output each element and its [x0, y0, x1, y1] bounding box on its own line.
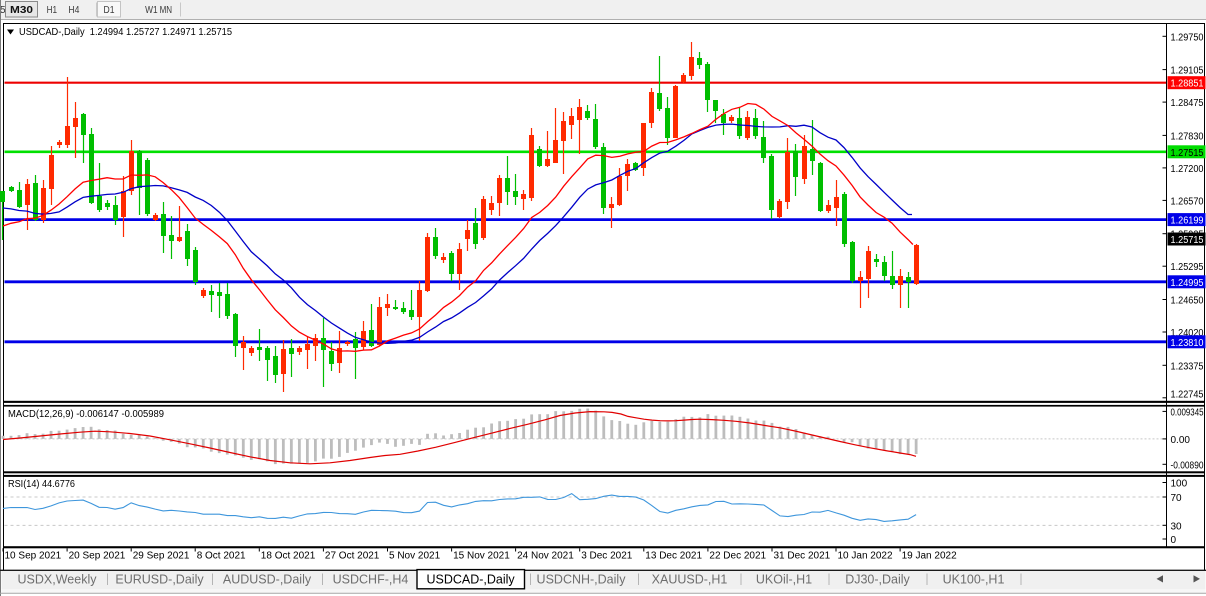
svg-text:5: 5 [0, 5, 6, 16]
svg-text:EURUSD-,Daily: EURUSD-,Daily [115, 573, 204, 587]
svg-text:30: 30 [1171, 521, 1183, 532]
svg-text:-0.00890: -0.00890 [1171, 460, 1204, 471]
svg-text:RSI(14) 44.6776: RSI(14) 44.6776 [8, 479, 75, 490]
svg-text:1.23810: 1.23810 [1171, 338, 1204, 349]
svg-text:USDX,Weekly: USDX,Weekly [18, 573, 98, 587]
svg-text:10 Sep 2021: 10 Sep 2021 [5, 550, 62, 561]
svg-text:70: 70 [1171, 493, 1183, 504]
svg-text:100: 100 [1171, 479, 1188, 490]
svg-text:W1: W1 [145, 5, 158, 16]
svg-text:USDCAD-,Daily: USDCAD-,Daily [426, 573, 515, 587]
svg-text:D1: D1 [104, 5, 115, 16]
svg-text:H1: H1 [47, 5, 58, 16]
svg-text:1.26199: 1.26199 [1171, 216, 1204, 227]
svg-text:1.23375: 1.23375 [1171, 361, 1204, 372]
svg-text:10 Jan 2022: 10 Jan 2022 [838, 550, 893, 561]
svg-text:13 Dec 2021: 13 Dec 2021 [645, 550, 702, 561]
svg-text:H4: H4 [68, 5, 79, 16]
svg-text:1.24995: 1.24995 [1171, 278, 1204, 289]
svg-text:USDCNH-,Daily: USDCNH-,Daily [537, 573, 627, 587]
svg-text:M30: M30 [10, 5, 34, 16]
svg-text:8 Oct 2021: 8 Oct 2021 [197, 550, 246, 561]
svg-text:1.24650: 1.24650 [1171, 296, 1204, 307]
svg-text:1.25715: 1.25715 [1171, 235, 1204, 246]
svg-text:31 Dec 2021: 31 Dec 2021 [774, 550, 831, 561]
svg-text:USDCAD-,Daily 1.24994 1.25727: USDCAD-,Daily 1.24994 1.25727 1.24971 1.… [19, 26, 232, 38]
svg-text:29 Sep 2021: 29 Sep 2021 [133, 550, 190, 561]
svg-text:1.29750: 1.29750 [1171, 32, 1204, 43]
svg-text:1.22745: 1.22745 [1171, 390, 1204, 401]
svg-text:22 Dec 2021: 22 Dec 2021 [709, 550, 766, 561]
svg-text:3 Dec 2021: 3 Dec 2021 [581, 550, 633, 561]
svg-text:AUDUSD-,Daily: AUDUSD-,Daily [223, 573, 312, 587]
svg-text:1.26570: 1.26570 [1171, 196, 1204, 207]
svg-text:UK100-,H1: UK100-,H1 [943, 573, 1005, 587]
svg-text:24 Nov 2021: 24 Nov 2021 [517, 550, 574, 561]
svg-text:1.28851: 1.28851 [1171, 79, 1204, 90]
svg-text:1.28475: 1.28475 [1171, 98, 1204, 109]
svg-text:27 Oct 2021: 27 Oct 2021 [325, 550, 380, 561]
svg-text:1.29105: 1.29105 [1171, 66, 1204, 77]
svg-text:MACD(12,26,9) -0.006147 -0.005: MACD(12,26,9) -0.006147 -0.005989 [8, 409, 164, 420]
svg-text:XAUUSD-,H1: XAUUSD-,H1 [652, 573, 728, 587]
svg-text:19 Jan 2022: 19 Jan 2022 [902, 550, 957, 561]
svg-text:18 Oct 2021: 18 Oct 2021 [261, 550, 316, 561]
svg-text:USDCHF-,H4: USDCHF-,H4 [333, 573, 409, 587]
svg-text:20 Sep 2021: 20 Sep 2021 [69, 550, 126, 561]
svg-text:MN: MN [160, 5, 173, 16]
svg-text:1.27830: 1.27830 [1171, 131, 1204, 142]
svg-text:1.27200: 1.27200 [1171, 164, 1204, 175]
svg-text:0.009345: 0.009345 [1171, 407, 1204, 418]
svg-text:1.24020: 1.24020 [1171, 328, 1204, 339]
svg-text:1.25295: 1.25295 [1171, 262, 1204, 273]
svg-text:UKOil-,H1: UKOil-,H1 [756, 573, 812, 587]
svg-text:0.00: 0.00 [1171, 435, 1191, 446]
svg-text:0: 0 [1171, 535, 1177, 546]
svg-text:15 Nov 2021: 15 Nov 2021 [453, 550, 510, 561]
svg-text:5 Nov 2021: 5 Nov 2021 [389, 550, 441, 561]
svg-text:DJ30-,Daily: DJ30-,Daily [845, 573, 910, 587]
svg-text:1.27515: 1.27515 [1171, 148, 1204, 159]
